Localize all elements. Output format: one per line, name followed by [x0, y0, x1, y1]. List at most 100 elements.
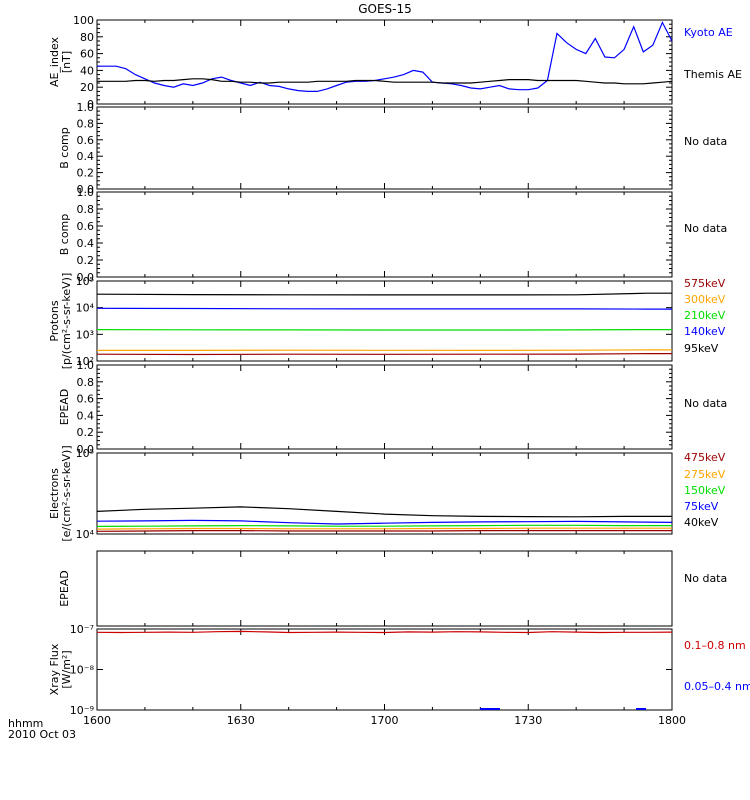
y-axis-label: [e/(cm²-s-sr-keV)]	[60, 445, 73, 541]
legend-label: 140keV	[684, 325, 726, 338]
y-axis-label: [p/(cm²-s-sr-keV)]	[60, 273, 73, 370]
y-tick-label: 0.8	[77, 117, 95, 130]
panel-frame	[96, 364, 673, 450]
y-axis-label: B comp	[58, 127, 71, 169]
y-tick-label: 10⁴	[76, 528, 95, 541]
x-tick-label: 1630	[227, 714, 255, 727]
y-tick-label: 10⁴	[76, 302, 95, 315]
x-axis: 1600 1630 1700 1730 1800	[83, 714, 686, 727]
series-line-140kev	[96, 307, 672, 310]
y-tick-label: 0.8	[77, 376, 95, 389]
y-tick-label: 1.0	[77, 359, 95, 372]
series-line-75kev	[96, 519, 673, 525]
date-label: 2010 Oct 03	[8, 728, 76, 741]
y-axis-label: Xray Flux	[48, 643, 61, 695]
panel-xray: 10⁻⁹ 10⁻⁸ 10⁻⁷ Xray Flux [W/m²] 0.1–0.8 nm 0.0…	[48, 623, 750, 717]
plot-title: GOES-15	[358, 2, 412, 16]
y-tick-label: 0.4	[77, 409, 95, 422]
legend-label: 75keV	[684, 500, 719, 513]
y-tick-label: 10⁻⁷	[70, 623, 94, 636]
y-tick-label: 10³	[76, 328, 94, 341]
y-tick-label: 0.2	[77, 167, 95, 180]
legend-label: 300keV	[684, 293, 726, 306]
series-line-kyoto-ae	[97, 21, 673, 93]
y-tick-label: 10²	[76, 355, 94, 368]
panel-frame	[96, 106, 673, 190]
legend-label: 150keV	[684, 484, 726, 497]
panel-epead1: 0.0 0.2 0.4 0.6 0.8 1.0 EPEAD No data	[58, 359, 727, 456]
series-line-575kev	[96, 353, 672, 356]
y-tick-label: 0.4	[77, 150, 95, 163]
y-tick-label: 10⁻⁸	[70, 664, 95, 677]
panel-frame	[96, 550, 673, 627]
y-tick-label: 0.2	[77, 254, 95, 267]
legend-label: 0.1–0.8 nm	[684, 639, 746, 652]
series-line-themis-ae	[97, 78, 673, 85]
series-line-40kev	[96, 506, 672, 518]
y-tick-label: 60	[80, 48, 94, 61]
y-tick-label: 10⁵	[76, 275, 94, 288]
y-axis-label: [nT]	[60, 51, 73, 73]
y-tick-label: 0.4	[77, 237, 95, 250]
x-tick-label: 1730	[514, 714, 542, 727]
series-line-475kev	[96, 529, 672, 532]
panel-epead2: EPEAD No data	[58, 550, 727, 627]
legend-label: No data	[684, 397, 727, 410]
legend-label: 210keV	[684, 309, 726, 322]
legend-label: 40keV	[684, 516, 719, 529]
y-axis-label: EPEAD	[58, 389, 71, 426]
legend-label: 0.05–0.4 nm	[684, 680, 750, 693]
legend-label: 575keV	[684, 277, 726, 290]
legend-label: 95keV	[684, 342, 719, 355]
legend-label: 275keV	[684, 468, 726, 481]
y-tick-label: 80	[80, 31, 94, 44]
panel-frame	[96, 19, 673, 105]
y-tick-label: 0	[87, 98, 94, 111]
x-tick-label: 1700	[371, 714, 399, 727]
panel-frame	[96, 628, 673, 711]
y-tick-label: 0.0	[77, 271, 95, 284]
y-tick-label: 0.6	[77, 393, 95, 406]
series-line-95kev	[96, 292, 672, 296]
y-tick-label: 0.2	[77, 426, 95, 439]
y-tick-label: 1.0	[77, 101, 95, 114]
y-tick-label: 100	[73, 14, 94, 27]
legend-label: No data	[684, 222, 727, 235]
y-tick-label: 20	[80, 81, 94, 94]
panel-electrons: 10⁴ 10⁵ Electrons [e/(cm²-s-sr-keV)] 475keV 2…	[48, 445, 726, 541]
panel-b2: 0.0 0.2 0.4 0.6 0.8 1.0 B comp No data	[58, 186, 727, 284]
legend-label: 475keV	[684, 451, 726, 464]
y-tick-label: 0.6	[77, 220, 95, 233]
y-tick-label: 10⁻⁹	[70, 704, 94, 717]
y-tick-label: 1.0	[77, 186, 95, 199]
y-tick-label: 40	[80, 64, 94, 77]
y-tick-label: 0.8	[77, 203, 95, 216]
y-axis-label: B comp	[58, 214, 71, 256]
panels: 0 20 40 60 80 100 AE_index [nT] Kyoto AE Themis A…	[48, 14, 750, 717]
series-line-300kev	[97, 349, 672, 351]
y-axis-label: Electrons	[48, 468, 61, 519]
y-axis-label: [W/m²]	[60, 650, 73, 688]
panel-frame	[96, 280, 673, 362]
panel-ae: 0 20 40 60 80 100 AE_index [nT] Kyoto AE Themis A…	[48, 14, 742, 111]
panel-b1: 0.0 0.2 0.4 0.6 0.8 1.0 B comp No data	[58, 101, 727, 196]
x-tick-label: 1800	[658, 714, 686, 727]
legend-label: No data	[684, 135, 727, 148]
panel-frame	[96, 191, 673, 278]
panel-protons: 10² 10³ 10⁴ 10⁵ Protons [p/(cm²-s-sr-keV)] 575…	[48, 273, 726, 370]
legend-label: Kyoto AE	[684, 26, 733, 39]
legend-label: Themis AE	[683, 68, 742, 81]
y-tick-label: 0.0	[77, 443, 95, 456]
series-line-275kev	[96, 527, 672, 530]
time-label: hhmm	[8, 717, 43, 730]
series-line-150kev	[96, 524, 672, 528]
y-tick-label: 0.6	[77, 134, 95, 147]
y-axis-label: AE_index	[48, 36, 61, 87]
y-tick-label: 10⁵	[76, 447, 94, 460]
y-tick-label: 0.0	[77, 183, 95, 196]
legend-label: No data	[684, 572, 727, 585]
x-tick-label: 1600	[83, 714, 111, 727]
y-axis-label: EPEAD	[58, 570, 71, 607]
y-axis-label: Protons	[48, 300, 61, 341]
